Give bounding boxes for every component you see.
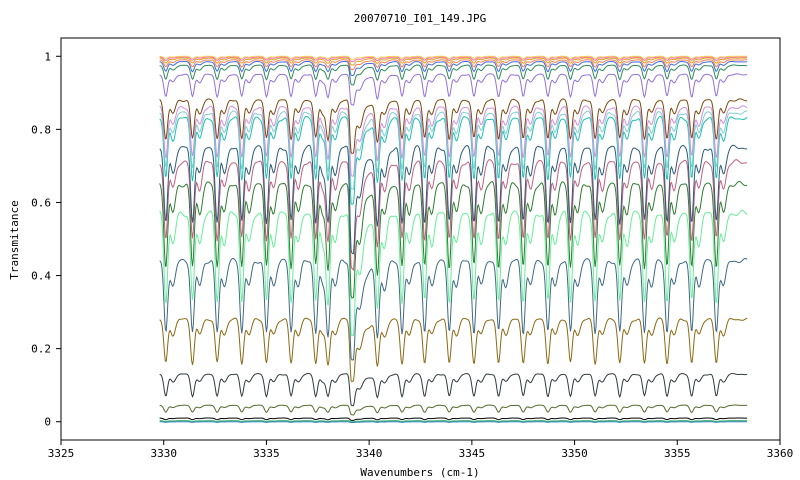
series-line	[159, 60, 748, 77]
chart-title: 20070710_I01_149.JPG	[354, 12, 486, 25]
series-line	[159, 115, 748, 206]
y-tick-label: 0.6	[31, 196, 51, 209]
x-tick-label: 3325	[48, 447, 75, 460]
series-line	[159, 420, 748, 423]
series-line	[159, 110, 748, 190]
series-line	[159, 404, 748, 416]
series-line	[159, 64, 748, 86]
y-tick-label: 0.2	[31, 343, 51, 356]
x-axis-label: Wavenumbers (cm-1)	[360, 466, 479, 479]
y-tick-label: 0	[44, 416, 51, 429]
y-axis-ticks: 0 0.2 0.4 0.6 0.8 1	[31, 50, 61, 429]
series-line	[159, 98, 748, 154]
series-line	[159, 421, 748, 423]
series-line	[159, 257, 748, 361]
series-line	[159, 372, 748, 407]
plot-area	[60, 37, 781, 441]
x-tick-label: 3330	[150, 447, 177, 460]
x-tick-label: 3355	[664, 447, 691, 460]
plot-frame	[60, 37, 781, 441]
series-line	[159, 159, 748, 272]
series-line	[159, 55, 748, 60]
y-tick-label: 1	[44, 50, 51, 63]
series-line	[159, 59, 748, 71]
series-line	[159, 180, 748, 299]
series-line	[159, 317, 748, 383]
series-lines	[159, 55, 748, 423]
y-axis-label: Transmitance	[8, 200, 21, 279]
y-tick-label: 0.4	[31, 270, 51, 283]
x-tick-label: 3350	[561, 447, 588, 460]
y-tick-label: 0.8	[31, 123, 51, 136]
x-axis-ticks: 3325 3330 3335 3340 3345 3350 3355 3360	[48, 440, 794, 460]
series-line	[159, 144, 748, 255]
x-tick-label: 3345	[459, 447, 486, 460]
series-line	[159, 209, 748, 337]
series-line	[159, 57, 748, 66]
series-line	[159, 56, 748, 63]
series-line	[159, 73, 748, 106]
series-line	[159, 105, 748, 177]
x-tick-label: 3335	[253, 447, 280, 460]
x-tick-label: 3360	[767, 447, 794, 460]
x-tick-label: 3340	[356, 447, 383, 460]
series-line	[159, 417, 748, 421]
